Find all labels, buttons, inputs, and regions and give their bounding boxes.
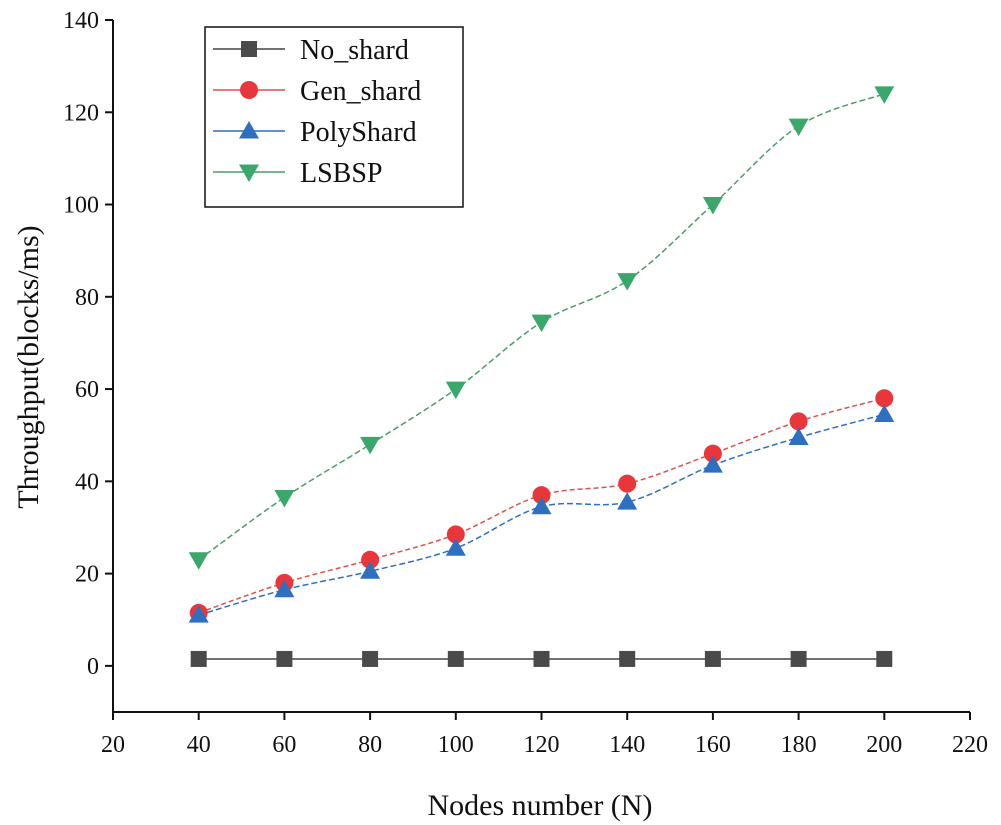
legend-marker [240,81,258,99]
y-tick-label: 60 [75,377,99,403]
y-tick-label: 40 [75,469,99,495]
legend-label: No_shard [300,35,409,66]
data-point-no_shard [704,650,721,667]
y-tick-label: 100 [63,193,99,219]
y-tick-label: 120 [63,100,99,126]
data-point-polyshard [531,496,552,515]
data-point-gen_shard [361,550,380,569]
data-point-lsbsp [788,118,809,137]
data-point-gen_shard [618,474,637,493]
data-point-gen_shard [703,444,722,463]
data-point-lsbsp [702,197,723,215]
x-axis-ticks: 20 40 60 80 100 120 140 160 180 200 220 [101,712,988,758]
x-tick-label: 200 [866,732,902,758]
legend-marker [239,121,259,139]
y-axis-title: Throughput(blocks/ms) [12,225,45,508]
x-tick-label: 160 [695,732,731,758]
data-point-lsbsp [188,552,209,570]
legend-label: Gen_shard [300,76,421,107]
series-line-polyshard [198,413,885,616]
data-point-gen_shard [875,389,894,408]
y-tick-label: 20 [75,562,99,588]
y-tick-label: 80 [75,285,99,311]
legend-marker [241,41,257,57]
x-tick-label: 60 [272,732,296,758]
data-point-polyshard [188,605,209,623]
x-axis-title: Nodes number (N) [428,789,653,822]
data-point-polyshard [274,579,295,598]
x-tick-label: 180 [781,732,817,758]
data-point-no_shard [619,650,636,667]
data-point-lsbsp [617,273,638,291]
data-point-lsbsp [360,436,381,455]
legend: No_shard Gen_shard PolyShard LSBSP [204,26,464,208]
data-point-gen_shard [446,525,465,544]
data-point-gen_shard [789,412,808,431]
y-tick-label: 0 [87,654,99,680]
data-point-no_shard [447,650,464,667]
data-point-no_shard [533,650,550,667]
legend-label: PolyShard [300,117,417,148]
data-point-gen_shard [532,486,551,505]
data-point-polyshard [360,561,381,579]
data-point-no_shard [876,650,893,667]
x-tick-label: 140 [609,732,645,758]
data-point-polyshard [788,427,809,446]
data-point-no_shard [276,650,293,667]
data-point-polyshard [617,492,638,510]
data-point-polyshard [874,404,895,422]
data-point-polyshard [445,538,466,556]
data-point-polyshard [702,455,723,473]
data-point-no_shard [190,650,207,667]
x-tick-label: 220 [952,732,988,758]
y-axis-ticks: 0 20 40 60 80 100 120 140 [63,8,113,680]
series-markers [188,86,895,667]
x-tick-label: 40 [187,732,211,758]
data-point-lsbsp [874,86,895,104]
x-tick-label: 120 [524,732,560,758]
data-point-no_shard [362,650,379,667]
x-tick-label: 20 [101,732,125,758]
legend-label: LSBSP [300,158,383,189]
data-point-no_shard [790,650,807,667]
data-point-lsbsp [445,381,466,400]
x-tick-label: 80 [358,732,382,758]
legend-marker [239,164,259,182]
x-tick-label: 100 [438,732,474,758]
data-point-lsbsp [274,489,295,508]
data-point-lsbsp [531,314,552,333]
y-tick-label: 140 [63,8,99,34]
